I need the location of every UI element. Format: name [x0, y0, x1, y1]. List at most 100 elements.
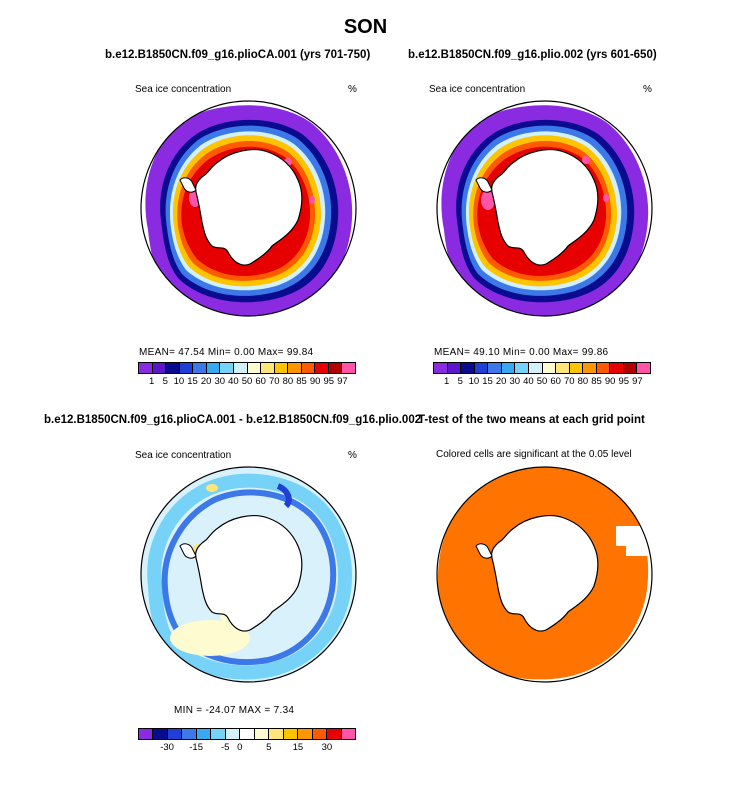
panel-title-bottom-right: T-test of the two means at each grid poi… — [418, 414, 645, 426]
colorbar-tick-label: 40 — [228, 376, 239, 387]
colorbar-swatch — [542, 363, 557, 373]
colorbar-swatch — [167, 729, 183, 739]
colorbar-tick-label: 0 — [237, 742, 243, 753]
colorbar-swatch — [152, 363, 167, 373]
colorbar-swatch — [342, 363, 355, 373]
colorbar-swatch — [247, 363, 262, 373]
colorbar-swatch — [283, 729, 299, 739]
colorbar-swatch — [166, 363, 180, 373]
colorbar-tick-label: 60 — [255, 376, 266, 387]
colorbar-swatch — [182, 729, 197, 739]
panel-title-top-right: b.e12.B1850CN.f09_g16.plio.002 (yrs 601-… — [408, 49, 657, 61]
colorbar-tick-label: -5 — [220, 742, 230, 753]
colorbar-swatch — [139, 363, 153, 373]
colorbar-ticks-top-left: 1 5 10 15 20 30 40 50 60 70 80 85 90 95 97 — [138, 376, 356, 388]
figure-title: SON — [343, 16, 388, 38]
colorbar-tick-label: 90 — [309, 376, 321, 387]
stats-top-left: MEAN= 47.54 Min= 0.00 Max= 99.84 — [139, 347, 314, 358]
colorbar-swatch — [610, 363, 624, 373]
colorbar-swatch — [179, 363, 194, 373]
colorbar-swatch — [233, 363, 248, 373]
colorbar-tick-label: 40 — [523, 376, 534, 387]
colorbar-swatch — [153, 729, 168, 739]
colorbar-swatch — [269, 729, 284, 739]
colorbar-tick-label: 80 — [577, 376, 589, 387]
colorbar-swatch — [206, 363, 221, 373]
units-top-left: % — [348, 84, 357, 95]
colorbar-tick-label: 20 — [200, 376, 212, 387]
colorbar-tick-label: 97 — [632, 376, 643, 387]
colorbar-swatch — [528, 363, 543, 373]
colorbar-ticks-bottom-left: -30 -15 -5 0 5 15 30 — [138, 742, 356, 754]
colorbar-swatch — [461, 363, 475, 373]
colorbar-tick-label: 30 — [214, 376, 226, 387]
colorbar-tick-label: 70 — [268, 376, 280, 387]
colorbar-swatch — [225, 729, 241, 739]
units-top-right: % — [643, 84, 652, 95]
colorbar-tick-label: 30 — [509, 376, 521, 387]
stats-bottom-left: MIN = -24.07 MAX = 7.34 — [174, 705, 295, 716]
colorbar-swatch — [434, 363, 448, 373]
colorbar-tick-label: 80 — [282, 376, 294, 387]
colorbar-swatch — [312, 729, 328, 739]
colorbar-swatch — [196, 729, 212, 739]
colorbar-swatch — [515, 363, 529, 373]
colorbar-swatch — [474, 363, 489, 373]
colorbar-tick-label: 95 — [323, 376, 335, 387]
colorbar-swatch — [569, 363, 584, 373]
colorbar-tick-label: 20 — [495, 376, 507, 387]
colorbar-swatch — [501, 363, 516, 373]
colorbar-tick-label: -30 — [160, 742, 174, 753]
colorbar-tick-label: 90 — [604, 376, 616, 387]
field-label-bottom-left: Sea ice concentration — [135, 450, 232, 461]
colorbar-tick-label: 10 — [173, 376, 185, 387]
colorbar-swatch — [139, 729, 154, 739]
colorbar-swatch — [301, 363, 316, 373]
colorbar-swatch — [288, 363, 302, 373]
colorbar-top-left — [138, 362, 356, 374]
colorbar-swatch — [193, 363, 207, 373]
panel-title-top-left: b.e12.B1850CN.f09_g16.plioCA.001 (yrs 70… — [105, 49, 371, 61]
colorbar-tick-label: -15 — [189, 742, 203, 753]
ttest-map-bottom-right — [436, 466, 653, 683]
colorbar-tick-label: 85 — [296, 376, 307, 387]
panel-title-bottom-left: b.e12.B1850CN.f09_g16.plioCA.001 - b.e12… — [44, 414, 422, 426]
colorbar-tick-label: 85 — [591, 376, 602, 387]
colorbar-tick-label: 1 — [148, 376, 155, 387]
units-bottom-left: % — [348, 450, 357, 461]
colorbar-tick-label: 5 — [162, 376, 168, 387]
field-label-top-left: Sea ice concentration — [135, 84, 232, 95]
colorbar-tick-label: 30 — [321, 742, 333, 753]
colorbar-swatch — [556, 363, 570, 373]
colorbar-tick-label: 95 — [618, 376, 630, 387]
colorbar-tick-label: 5 — [457, 376, 463, 387]
difference-map-bottom-left — [140, 466, 357, 683]
colorbar-swatch — [240, 729, 255, 739]
colorbar-tick-label: 60 — [550, 376, 561, 387]
colorbar-swatch — [327, 729, 342, 739]
colorbar-swatch — [261, 363, 275, 373]
colorbar-top-right — [433, 362, 651, 374]
colorbar-swatch — [254, 729, 270, 739]
field-label-top-right: Sea ice concentration — [429, 84, 526, 95]
colorbar-swatch — [220, 363, 234, 373]
colorbar-tick-label: 15 — [187, 376, 198, 387]
colorbar-swatch — [298, 729, 313, 739]
subtitle-bottom-right: Colored cells are significant at the 0.0… — [436, 449, 632, 460]
colorbar-tick-label: 10 — [468, 376, 480, 387]
colorbar-swatch — [328, 363, 343, 373]
colorbar-swatch — [211, 729, 226, 739]
sea-ice-map-top-right — [436, 100, 653, 317]
colorbar-tick-label: 50 — [536, 376, 548, 387]
stats-top-right: MEAN= 49.10 Min= 0.00 Max= 99.86 — [434, 347, 609, 358]
colorbar-tick-label: 50 — [241, 376, 253, 387]
colorbar-swatch — [447, 363, 462, 373]
colorbar-swatch — [274, 363, 289, 373]
colorbar-swatch — [315, 363, 329, 373]
colorbar-tick-label: 15 — [482, 376, 493, 387]
colorbar-swatch — [637, 363, 650, 373]
colorbar-tick-label: 70 — [563, 376, 575, 387]
colorbar-swatch — [488, 363, 502, 373]
colorbar-ticks-top-right: 1 5 10 15 20 30 40 50 60 70 80 85 90 95 97 — [433, 376, 651, 388]
colorbar-swatch — [623, 363, 638, 373]
